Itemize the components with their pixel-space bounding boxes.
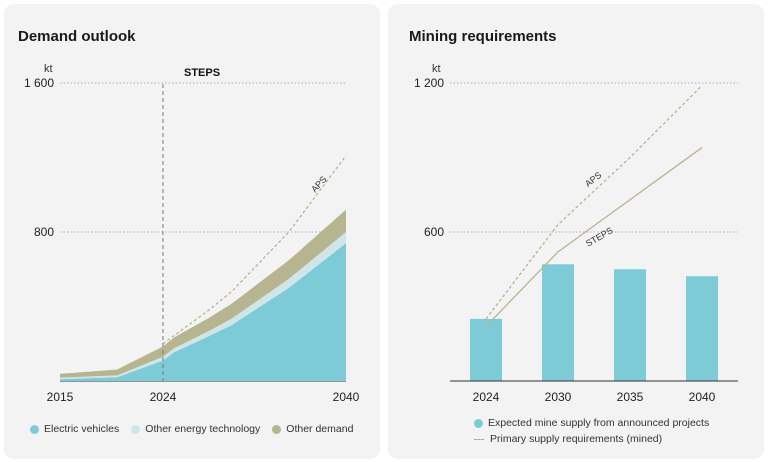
legend-label-ev: Electric vehicles [44,423,120,435]
steps-label: STEPS [584,225,615,248]
aps-label: APS [309,174,328,194]
legend-swatch-primary-supply [474,438,484,440]
mining-requirements-panel: Mining requirements 600 1 200 kt APS STEPS 20… [388,4,764,459]
legend-label-other-demand: Other demand [286,423,354,435]
mining-legend: Expected mine supply from announced proj… [474,415,709,447]
x-tick-label-2035: 2035 [617,390,644,404]
y-tick-label-1: 1 600 [24,76,54,90]
bar-2040 [686,276,718,381]
mining-requirements-title: Mining requirements [409,28,557,45]
y-unit-label: kt [432,63,441,75]
line-aps [485,85,703,320]
x-tick-label-2015: 2015 [47,390,74,404]
demand-outlook-title: Demand outlook [18,28,136,45]
line-steps [485,147,703,327]
area-electric-vehicles [60,243,346,381]
x-tick-label-2030: 2030 [545,390,572,404]
legend-swatch-ev [30,424,39,434]
legend-item-other-demand: Other demand [272,423,353,435]
steps-label: STEPS [184,67,220,79]
demand-outlook-panel: Demand outlook 800 1 600 kt APS STEPS 2015 202… [4,4,380,459]
x-tick-label-2024: 2024 [473,390,500,404]
aps-line [162,155,347,345]
legend-item-other-energy: Other energy technology [131,423,260,435]
demand-legend: Electric vehicles Other energy technolog… [30,423,365,435]
legend-item-mine-supply: Expected mine supply from announced proj… [474,415,709,431]
bar-2024 [470,318,502,381]
y-tick-label-1: 1 200 [414,76,444,90]
legend-label-other-energy: Other energy technology [145,423,261,435]
legend-label-mine-supply: Expected mine supply from announced proj… [488,417,710,429]
legend-swatch-other-demand [272,424,282,434]
aps-label: APS [583,170,603,189]
legend-item-primary-supply: Primary supply requirements (mined) [474,431,709,447]
legend-label-primary-supply: Primary supply requirements (mined) [490,433,663,445]
bar-2030 [542,264,574,381]
y-tick-label-0: 600 [424,225,444,239]
y-unit-label: kt [44,63,53,75]
y-tick-label-0: 800 [34,225,54,239]
bar-2035 [614,269,646,381]
legend-swatch-other-energy [131,424,141,434]
x-tick-label-2040: 2040 [333,390,360,404]
x-tick-label-2024: 2024 [150,390,177,404]
legend-swatch-mine-supply [474,418,483,428]
x-tick-label-2040: 2040 [689,390,716,404]
legend-item-electric-vehicles: Electric vehicles [30,423,119,435]
